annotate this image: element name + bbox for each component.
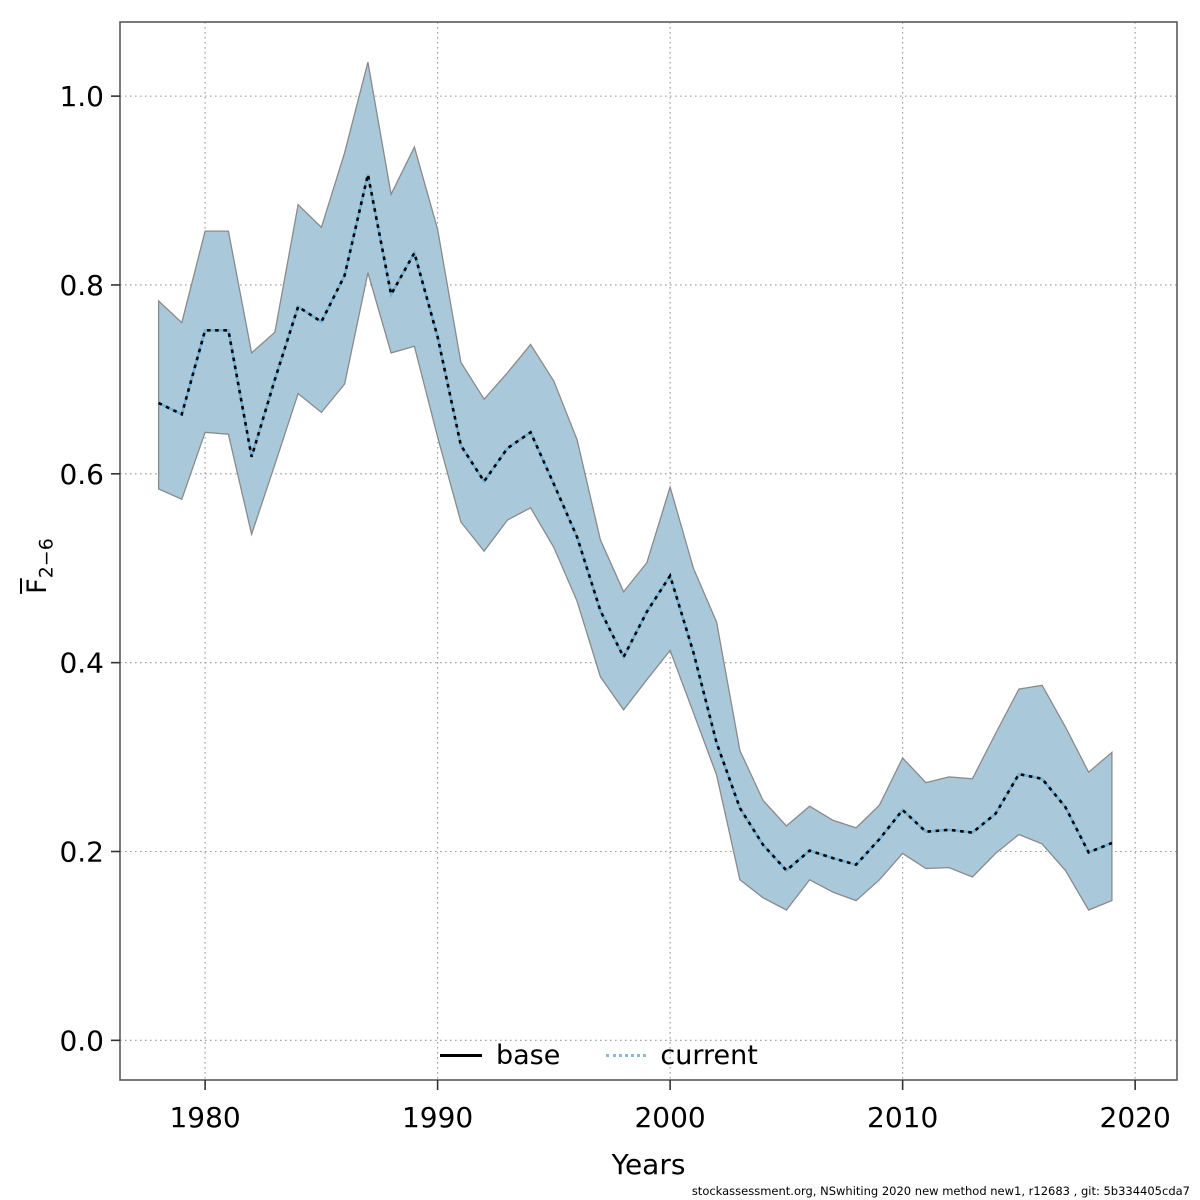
base-current-dotted-line: [158, 174, 1113, 873]
y-tick-label-0.4: 0.4: [59, 647, 104, 680]
x-tick-label-2010: 2010: [867, 1101, 938, 1134]
y-axis-label-subscript: 2−6: [35, 538, 58, 579]
legend: base current: [440, 1038, 758, 1072]
y-tick-label-0.2: 0.2: [59, 835, 104, 868]
current-line-sample-icon: [606, 1053, 647, 1057]
x-tick-label-2000: 2000: [634, 1101, 705, 1134]
legend-label-base: base: [496, 1039, 561, 1071]
legend-item-current: current: [606, 1039, 758, 1071]
base-line-sample-icon: [440, 1053, 482, 1057]
y-axis-label: F2−6: [21, 466, 58, 666]
legend-item-base: base: [440, 1040, 560, 1071]
x-tick-label-1980: 1980: [169, 1101, 240, 1134]
x-tick-label-2020: 2020: [1100, 1101, 1171, 1134]
y-tick-label-0: 0.0: [59, 1024, 104, 1057]
x-axis-label: Years: [611, 1148, 686, 1181]
y-axis-label-f: F: [22, 578, 53, 594]
plot-border: [119, 21, 1178, 1081]
legend-label-current: current: [660, 1039, 758, 1071]
x-tick-label-1990: 1990: [402, 1101, 473, 1134]
y-tick-label-0.8: 0.8: [59, 269, 104, 302]
y-tick-label-0.6: 0.6: [59, 458, 104, 491]
y-tick-label-1: 1.0: [59, 80, 104, 113]
run-info-footer: stockassessment.org, NSwhiting 2020 new …: [691, 1184, 1190, 1198]
confidence-band: [157, 61, 1113, 911]
